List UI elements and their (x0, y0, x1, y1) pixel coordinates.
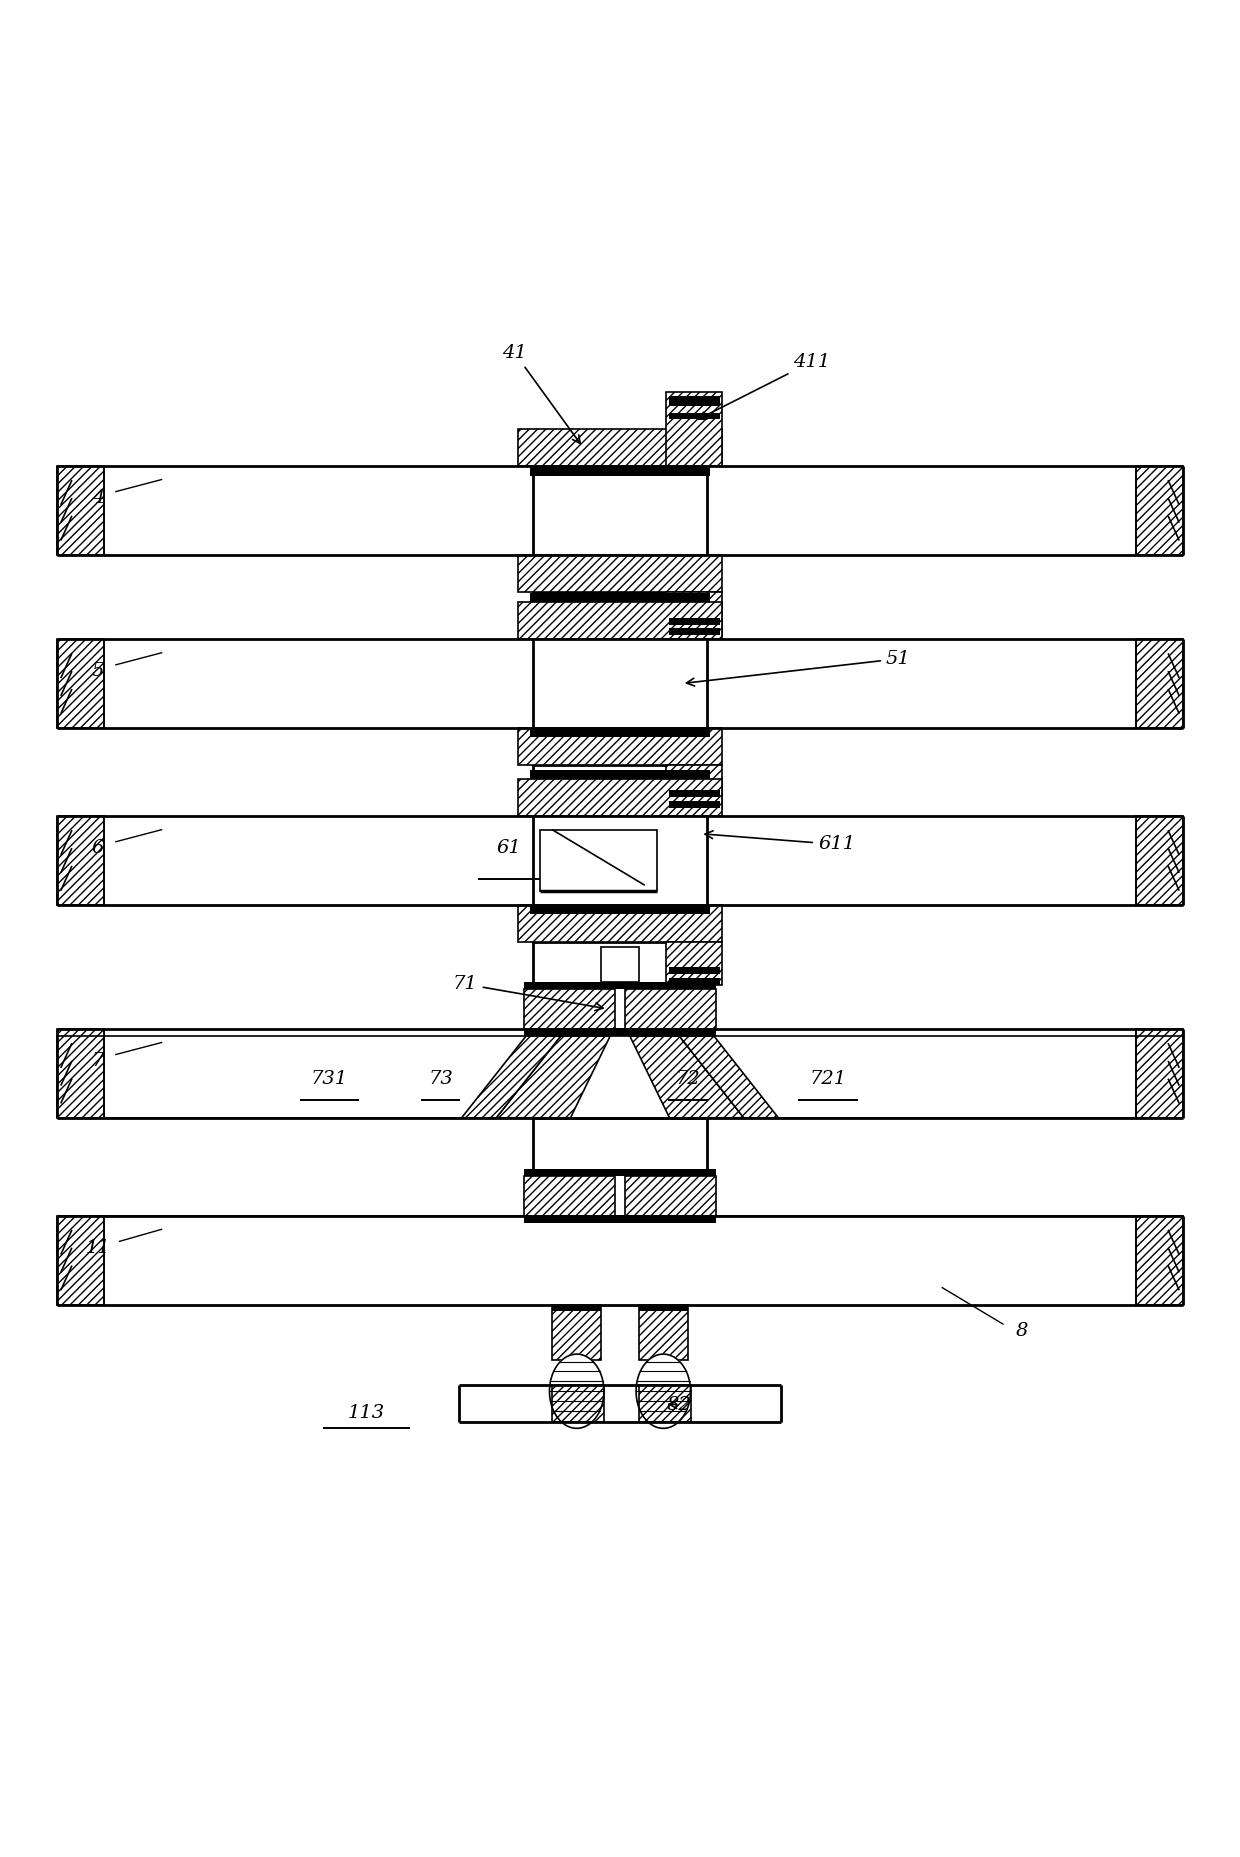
Text: 411: 411 (698, 353, 831, 420)
Bar (668, 397, 719, 407)
Polygon shape (549, 1354, 604, 1428)
Bar (533, 941, 707, 1029)
Text: 72: 72 (676, 1070, 701, 1088)
Polygon shape (496, 1036, 610, 1118)
Polygon shape (680, 1036, 779, 1118)
Bar (57, 1029, 104, 1118)
Bar (552, 1305, 601, 1361)
Bar (1136, 1216, 1183, 1305)
Bar (533, 639, 707, 728)
Bar (1136, 1029, 1183, 1118)
Bar (518, 602, 722, 639)
Bar (525, 1216, 715, 1224)
Bar (531, 771, 709, 778)
Bar (666, 392, 722, 466)
Bar (625, 990, 715, 1029)
Text: 611: 611 (706, 830, 856, 854)
Bar (531, 592, 709, 602)
Bar (668, 412, 719, 420)
Bar (525, 1168, 715, 1175)
Polygon shape (636, 1354, 691, 1428)
Bar (57, 815, 104, 904)
Bar (57, 639, 1183, 728)
Text: 731: 731 (311, 1070, 347, 1088)
Bar (668, 967, 719, 975)
Bar (1136, 639, 1183, 728)
Bar (668, 618, 719, 626)
Text: 61: 61 (496, 839, 521, 858)
Bar (533, 765, 707, 815)
Text: 721: 721 (810, 1070, 847, 1088)
Bar (518, 904, 722, 941)
Bar (518, 778, 722, 815)
Bar (533, 815, 707, 904)
Polygon shape (461, 1036, 560, 1118)
Bar (57, 466, 104, 555)
Bar (57, 466, 1183, 555)
Bar (666, 592, 722, 635)
Bar (531, 592, 709, 600)
Bar (639, 1385, 691, 1422)
Bar (518, 728, 722, 765)
Bar (533, 1118, 707, 1216)
Bar (531, 730, 709, 737)
Text: 73: 73 (428, 1070, 453, 1088)
Bar (531, 906, 709, 914)
Text: 11: 11 (86, 1239, 110, 1257)
Bar (666, 765, 722, 808)
Text: 8: 8 (1016, 1322, 1028, 1339)
Text: 6: 6 (92, 839, 104, 858)
Bar (525, 1029, 715, 1036)
Text: 5: 5 (92, 663, 104, 680)
Bar (57, 1029, 1183, 1118)
Bar (639, 1305, 688, 1361)
Bar (57, 1216, 104, 1305)
Bar (531, 466, 709, 475)
Text: 71: 71 (453, 975, 603, 1010)
Bar (57, 815, 1183, 904)
Bar (639, 1305, 688, 1311)
Bar (625, 1175, 715, 1216)
Text: 51: 51 (687, 650, 910, 685)
Bar (668, 979, 719, 986)
Polygon shape (630, 1036, 744, 1118)
Bar (668, 800, 719, 808)
Bar (601, 947, 639, 982)
Text: 4: 4 (92, 488, 104, 507)
Bar (533, 466, 707, 555)
Bar (668, 789, 719, 797)
Text: 41: 41 (502, 344, 580, 444)
Bar (539, 830, 657, 891)
Bar (666, 941, 722, 986)
Text: 113: 113 (347, 1404, 384, 1422)
Text: 7: 7 (92, 1051, 104, 1070)
Bar (525, 982, 715, 990)
Text: 82: 82 (667, 1396, 692, 1413)
Bar (525, 990, 615, 1029)
Bar (57, 639, 104, 728)
Bar (525, 1175, 615, 1216)
Bar (533, 592, 707, 639)
Bar (1136, 815, 1183, 904)
Bar (1136, 466, 1183, 555)
Bar (552, 1305, 601, 1311)
Bar (668, 628, 719, 635)
Bar (518, 429, 722, 466)
Bar (518, 555, 722, 592)
Bar (552, 1385, 604, 1422)
Bar (57, 1216, 1183, 1305)
